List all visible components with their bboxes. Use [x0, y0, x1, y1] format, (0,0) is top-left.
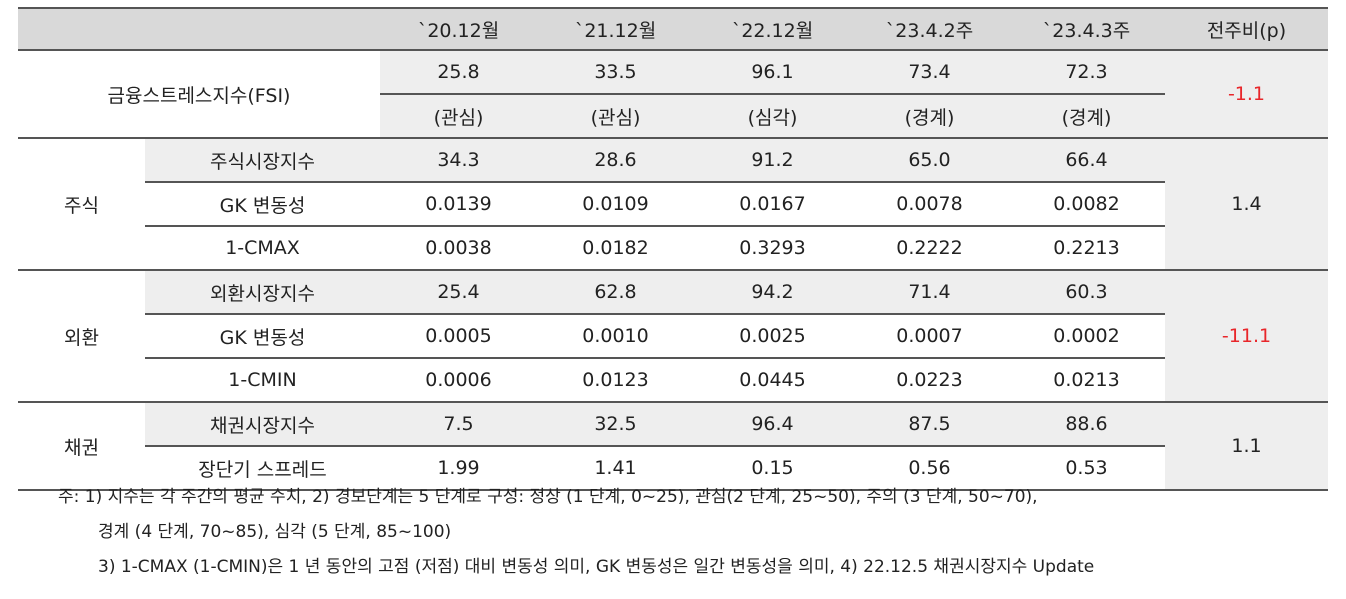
- header-col: `23.4.3주: [1008, 7, 1165, 51]
- cell: 96.4: [694, 401, 851, 446]
- row-label: GK 변동성: [145, 313, 380, 358]
- cell: 0.0005: [380, 313, 537, 358]
- cell: 60.3: [1008, 269, 1165, 314]
- cell: 28.6: [537, 137, 694, 182]
- cell: 65.0: [851, 137, 1008, 182]
- cell: 0.0082: [1008, 181, 1165, 226]
- cell: 0.0002: [1008, 313, 1165, 358]
- cell: 87.5: [851, 401, 1008, 446]
- fsi-level-row: (관심) (관심) (심각) (경계) (경계): [18, 93, 1328, 138]
- footnotes: 주: 1) 지수는 각 주간의 평균 수치, 2) 경보단계는 5 단계로 구성…: [58, 480, 1094, 585]
- header-col: `20.12월: [380, 7, 537, 51]
- cell: 0.0167: [694, 181, 851, 226]
- fsi-value-row: 금융스트레스지수(FSI) 25.8 33.5 96.1 73.4 72.3 -…: [18, 50, 1328, 138]
- fsi-value: 96.1: [694, 50, 851, 94]
- fsi-value: 33.5: [537, 50, 694, 94]
- row-label: 장단기 스프레드: [145, 445, 380, 491]
- cell: 0.2222: [851, 225, 1008, 270]
- cell: 34.3: [380, 137, 537, 182]
- group-label-fx: 외환: [18, 269, 145, 402]
- fsi-level: (심각): [694, 93, 851, 138]
- stock-row-3: 1-CMAX 0.0038 0.0182 0.3293 0.2222 0.221…: [18, 225, 1328, 270]
- fsi-value: 25.8: [380, 50, 537, 94]
- cell: 0.56: [851, 445, 1008, 491]
- group-change-fx: -11.1: [1165, 269, 1328, 402]
- fx-row-1: 외환 외환시장지수 25.4 62.8 94.2 71.4 60.3 -11.1: [18, 269, 1328, 402]
- cell: 0.0139: [380, 181, 537, 226]
- cell: 0.3293: [694, 225, 851, 270]
- cell: 0.0007: [851, 313, 1008, 358]
- fx-row-3: 1-CMIN 0.0006 0.0123 0.0445 0.0223 0.021…: [18, 357, 1328, 402]
- cell: 0.0213: [1008, 357, 1165, 402]
- row-label: 외환시장지수: [145, 269, 380, 314]
- cell: 0.0123: [537, 357, 694, 402]
- fx-row-2: GK 변동성 0.0005 0.0010 0.0025 0.0007 0.000…: [18, 313, 1328, 358]
- group-label-bond: 채권: [18, 401, 145, 491]
- cell: 0.15: [694, 445, 851, 491]
- group-change-bond: 1.1: [1165, 401, 1328, 491]
- cell: 25.4: [380, 269, 537, 314]
- header-row: `20.12월 `21.12월 `22.12월 `23.4.2주 `23.4.3…: [18, 7, 1328, 51]
- cell: 0.2213: [1008, 225, 1165, 270]
- footnote-line: 경계 (4 단계, 70~85), 심각 (5 단계, 85~100): [98, 522, 452, 542]
- cell: 62.8: [537, 269, 694, 314]
- row-label: 주식시장지수: [145, 137, 380, 182]
- cell: 0.0223: [851, 357, 1008, 402]
- cell: 0.0109: [537, 181, 694, 226]
- fsi-value: 73.4: [851, 50, 1008, 94]
- row-label: 1-CMIN: [145, 357, 380, 402]
- footnote-line: 주: 1) 지수는 각 주간의 평균 수치, 2) 경보단계는 5 단계로 구성…: [58, 487, 1038, 507]
- bond-row-1: 채권 채권시장지수 7.5 32.5 96.4 87.5 88.6 1.1: [18, 401, 1328, 491]
- group-change-stock: 1.4: [1165, 137, 1328, 270]
- header-col: `21.12월: [537, 7, 694, 51]
- fsi-value: 72.3: [1008, 50, 1165, 94]
- footnote-line: 3) 1-CMAX (1-CMIN)은 1 년 동안의 고점 (저점) 대비 변…: [98, 557, 1095, 577]
- cell: 66.4: [1008, 137, 1165, 182]
- header-col: `22.12월: [694, 7, 851, 51]
- fsi-level: (경계): [851, 93, 1008, 138]
- header-col: `23.4.2주: [851, 7, 1008, 51]
- row-label: GK 변동성: [145, 181, 380, 226]
- cell: 0.0445: [694, 357, 851, 402]
- cell: 88.6: [1008, 401, 1165, 446]
- fsi-table: `20.12월 `21.12월 `22.12월 `23.4.2주 `23.4.3…: [18, 7, 1328, 491]
- cell: 1.41: [537, 445, 694, 491]
- fsi-label: 금융스트레스지수(FSI): [107, 84, 291, 107]
- cell: 71.4: [851, 269, 1008, 314]
- group-label-stock: 주식: [18, 137, 145, 270]
- cell: 7.5: [380, 401, 537, 446]
- cell: 91.2: [694, 137, 851, 182]
- cell: 1.99: [380, 445, 537, 491]
- fsi-change: -1.1: [1165, 50, 1328, 138]
- fsi-level: (경계): [1008, 93, 1165, 138]
- cell: 0.0038: [380, 225, 537, 270]
- row-label: 1-CMAX: [145, 225, 380, 270]
- cell: 32.5: [537, 401, 694, 446]
- stock-row-1: 주식 주식시장지수 34.3 28.6 91.2 65.0 66.4 1.4: [18, 137, 1328, 270]
- cell: 0.0025: [694, 313, 851, 358]
- stock-row-2: GK 변동성 0.0139 0.0109 0.0167 0.0078 0.008…: [18, 181, 1328, 226]
- cell: 0.0006: [380, 357, 537, 402]
- fsi-level: (관심): [537, 93, 694, 138]
- cell: 94.2: [694, 269, 851, 314]
- row-label: 채권시장지수: [145, 401, 380, 446]
- header-blank: [18, 7, 380, 51]
- cell: 0.0182: [537, 225, 694, 270]
- fsi-level: (관심): [380, 93, 537, 138]
- cell: 0.0078: [851, 181, 1008, 226]
- cell: 0.53: [1008, 445, 1165, 491]
- cell: 0.0010: [537, 313, 694, 358]
- bond-row-2: 장단기 스프레드 1.99 1.41 0.15 0.56 0.53: [18, 445, 1328, 491]
- header-col: 전주비(p): [1165, 7, 1328, 51]
